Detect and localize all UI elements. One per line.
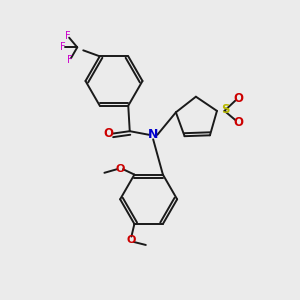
Text: F: F — [65, 31, 71, 41]
Text: F: F — [60, 42, 66, 52]
Text: O: O — [233, 92, 243, 105]
Text: O: O — [103, 127, 113, 140]
Text: S: S — [221, 103, 229, 116]
Text: O: O — [115, 164, 125, 174]
Text: O: O — [233, 116, 243, 129]
Text: N: N — [148, 128, 158, 141]
Text: O: O — [127, 235, 136, 244]
Text: F: F — [67, 55, 73, 65]
